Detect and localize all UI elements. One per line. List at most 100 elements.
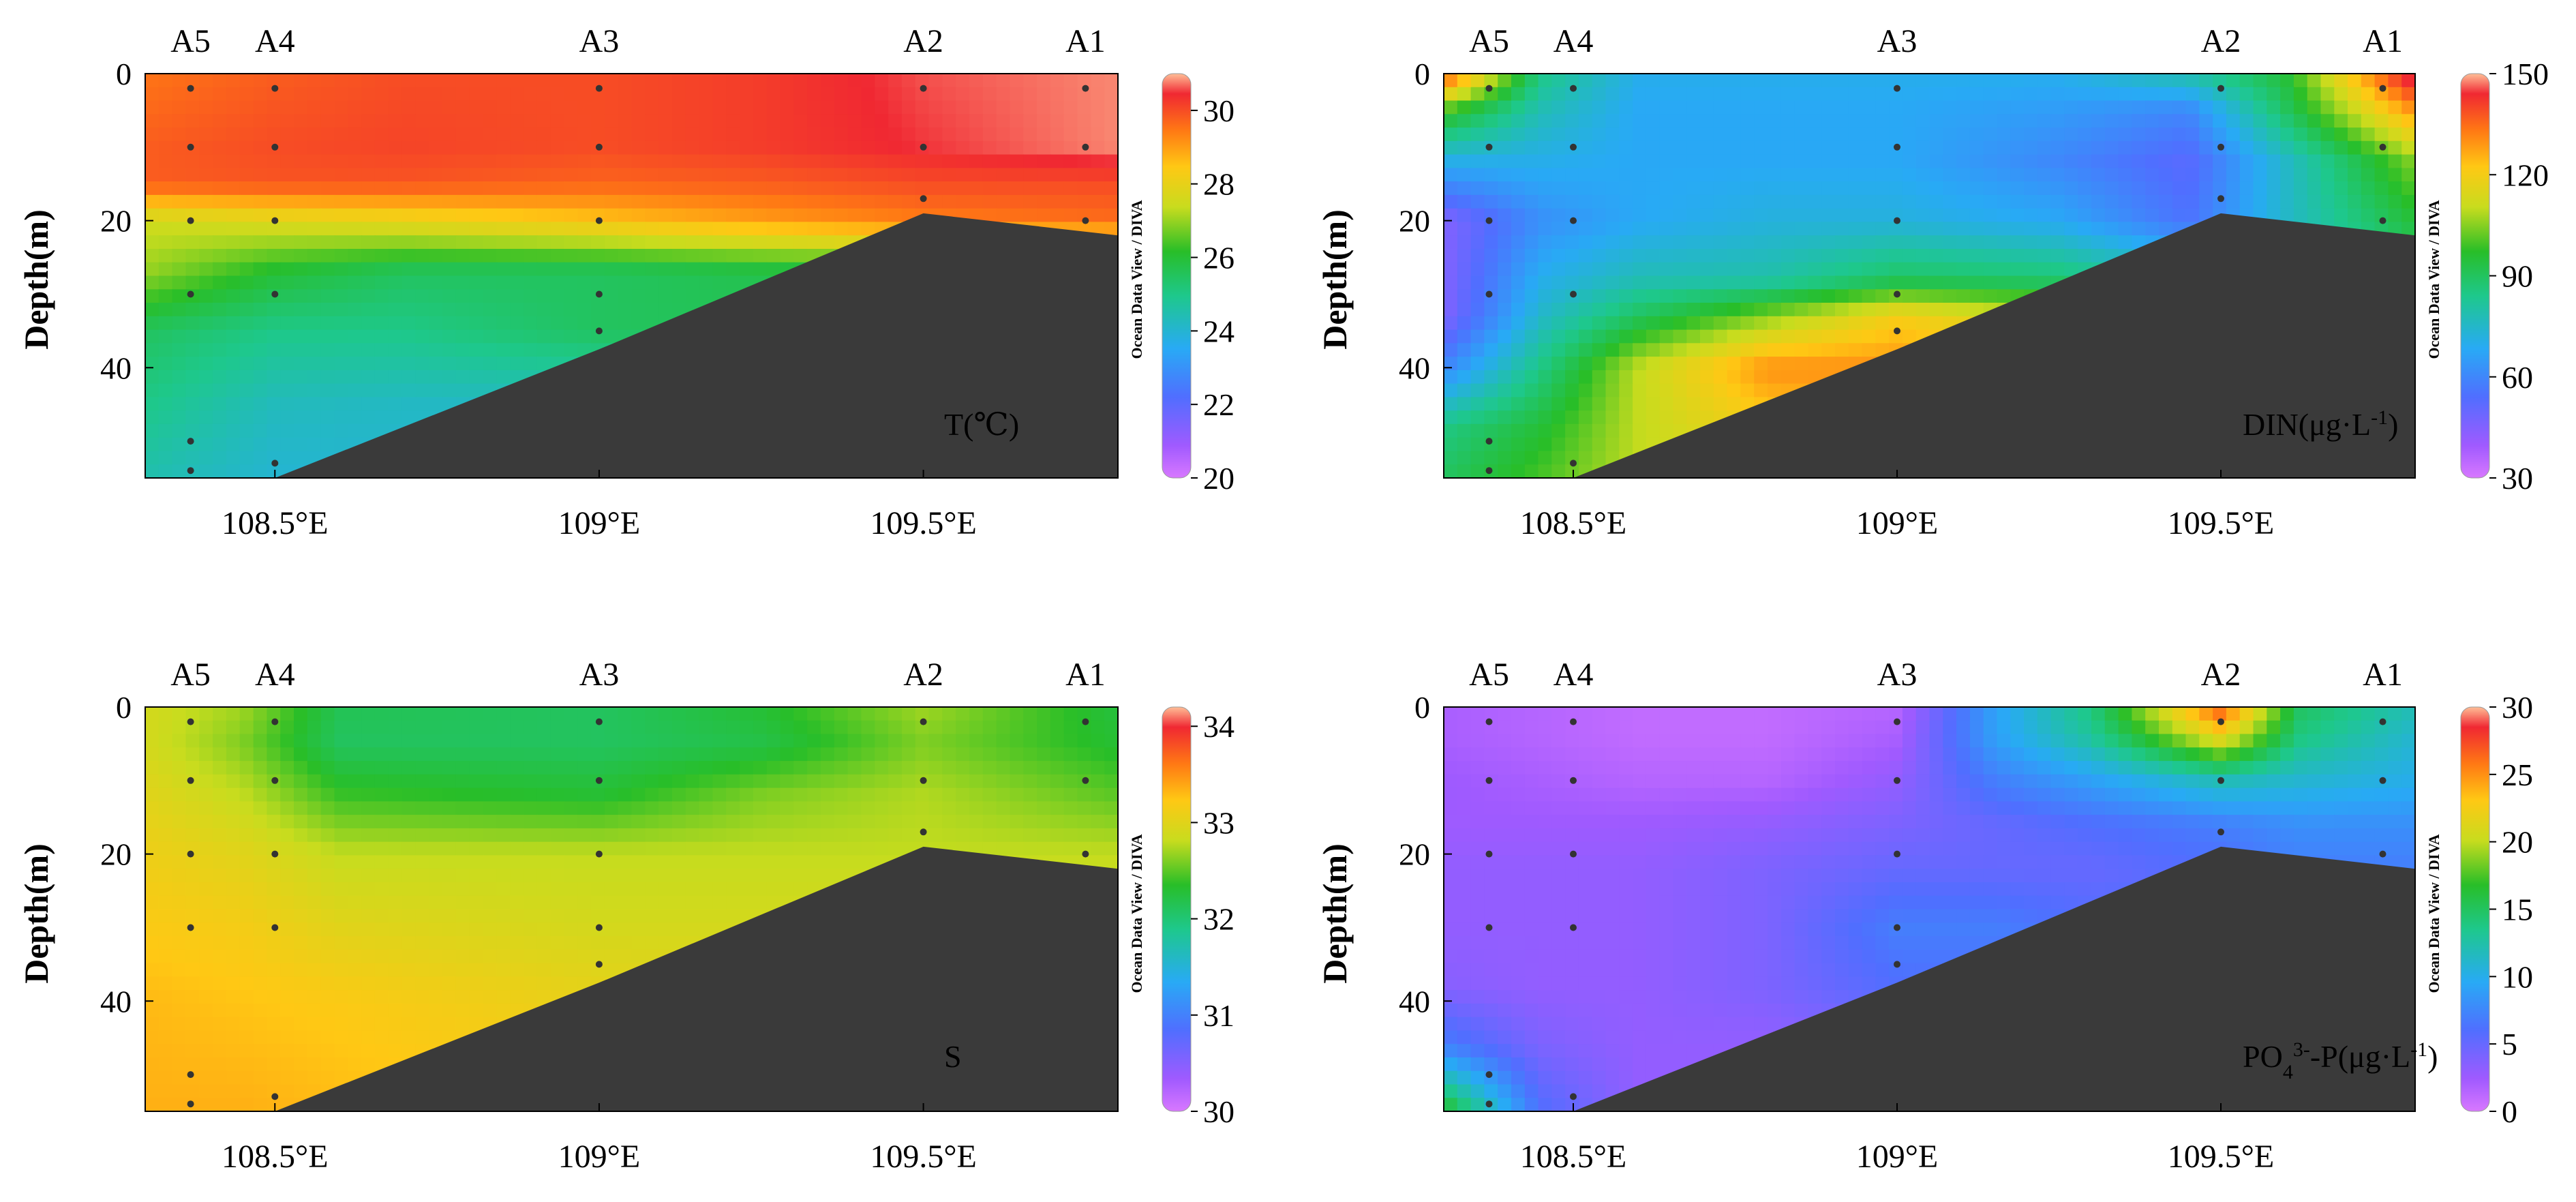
field-cell <box>1104 774 1118 789</box>
field-cell <box>1835 74 1849 88</box>
field-cell <box>1565 383 1579 398</box>
field-cell <box>1943 303 1958 317</box>
field-cell <box>320 235 335 250</box>
field-cell <box>2185 74 2200 88</box>
field-cell <box>536 208 551 223</box>
field-cell <box>1848 235 1863 250</box>
field-cell <box>429 707 443 721</box>
field-cell <box>523 114 538 129</box>
field-cell <box>1808 275 1823 290</box>
field-cell <box>740 208 754 223</box>
field-cell <box>834 100 849 115</box>
field-cell <box>604 154 619 169</box>
field-cell <box>239 275 254 290</box>
field-cell <box>1498 464 1512 478</box>
field-cell <box>645 222 660 237</box>
sample-point <box>595 290 603 298</box>
field-cell <box>2401 168 2415 183</box>
field-cell <box>2145 127 2160 142</box>
field-cell <box>2050 194 2065 209</box>
field-cell <box>2280 140 2294 155</box>
field-cell <box>1862 181 1877 196</box>
field-cell <box>1835 181 1849 196</box>
field-cell <box>2064 208 2079 223</box>
field-cell <box>2185 127 2200 142</box>
field-cell <box>199 437 214 452</box>
field-cell <box>172 329 187 344</box>
field-cell <box>577 275 592 290</box>
field-cell <box>618 801 633 816</box>
field-cell <box>1565 235 1579 250</box>
field-cell <box>1875 194 1890 209</box>
field-cell <box>604 100 619 115</box>
station-label: A4 <box>255 23 295 59</box>
field-cell <box>658 787 673 802</box>
field-cell <box>1633 357 1647 371</box>
field-cell <box>645 235 660 250</box>
field-cell <box>780 114 795 129</box>
field-cell <box>1997 74 2012 88</box>
field-cell <box>1794 208 1809 223</box>
field-cell <box>1956 100 1971 115</box>
field-cell <box>982 154 997 169</box>
field-cell <box>1983 235 1998 250</box>
field-cell <box>915 761 930 775</box>
field-cell <box>564 747 579 762</box>
field-cell <box>1091 734 1106 749</box>
field-cell <box>185 235 200 250</box>
field-cell <box>1484 303 1499 317</box>
field-cell <box>685 114 700 129</box>
field-cell <box>1740 262 1755 277</box>
field-cell <box>226 275 241 290</box>
colorbar-tick-label: 22 <box>1203 387 1234 422</box>
field-cell <box>1673 235 1688 250</box>
field-cell <box>2078 168 2092 183</box>
field-cell <box>1713 235 1728 250</box>
field-cell <box>361 383 376 398</box>
field-cell <box>1498 329 1512 344</box>
field-cell <box>145 222 160 237</box>
field-cell <box>1037 761 1051 775</box>
field-cell <box>496 774 511 789</box>
field-cell <box>577 262 592 277</box>
field-cell <box>847 154 862 169</box>
field-cell <box>442 329 457 344</box>
field-cell <box>2064 181 2079 196</box>
field-cell <box>172 303 187 317</box>
field-cell <box>429 249 443 263</box>
field-cell <box>982 787 997 802</box>
field-cell <box>469 383 484 398</box>
field-cell <box>158 87 173 102</box>
field-cell <box>1700 194 1714 209</box>
field-cell <box>1551 140 1566 155</box>
field-cell <box>1673 275 1688 290</box>
field-cell <box>2050 235 2065 250</box>
field-cell <box>658 100 673 115</box>
field-cell <box>294 761 308 775</box>
field-cell <box>348 249 363 263</box>
field-cell <box>1538 235 1553 250</box>
field-cell <box>334 437 349 452</box>
field-cell <box>267 168 282 183</box>
field-cell <box>1659 303 1674 317</box>
field-cell <box>361 707 376 721</box>
field-cell <box>2078 100 2092 115</box>
field-cell <box>982 734 997 749</box>
field-cell <box>1929 316 1944 331</box>
sample-point <box>187 467 194 475</box>
field-cell <box>550 235 565 250</box>
field-cell <box>1875 87 1890 102</box>
field-cell <box>1659 208 1674 223</box>
field-cell <box>1700 208 1714 223</box>
field-cell <box>2024 74 2038 88</box>
field-cell <box>766 168 781 183</box>
field-cell <box>253 357 268 371</box>
field-cell <box>361 423 376 438</box>
field-cell <box>1808 208 1823 223</box>
field-cell <box>307 761 322 775</box>
field-cell <box>1902 87 1917 102</box>
field-cell <box>2050 87 2065 102</box>
field-cell <box>172 410 187 425</box>
field-cell <box>1524 303 1539 317</box>
field-cell <box>1511 329 1526 344</box>
